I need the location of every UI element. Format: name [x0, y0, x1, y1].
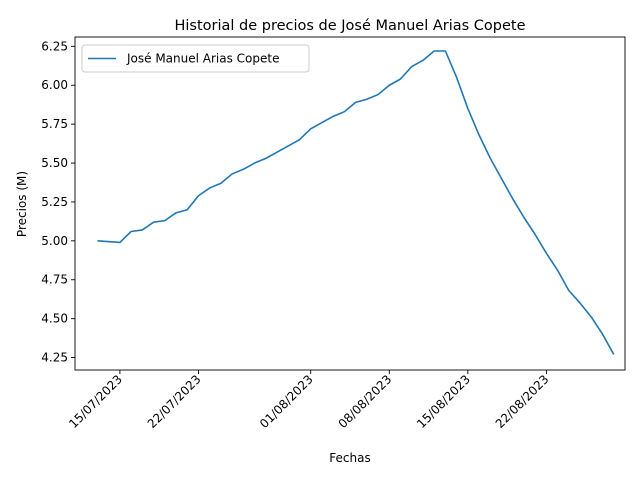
y-tick-label: 5.50 [41, 156, 68, 170]
legend-box [81, 44, 310, 73]
chart-title: Historial de precios de José Manuel Aria… [174, 18, 525, 34]
axes-frame [74, 36, 626, 371]
y-tick-label: 4.50 [41, 312, 68, 326]
series-line-0 [97, 50, 615, 355]
x-axis-label: Fechas [329, 451, 370, 465]
legend-label: José Manuel Arias Copete [126, 52, 279, 66]
y-tick-label: 5.25 [41, 195, 68, 209]
y-tick-label: 6.25 [41, 39, 68, 53]
y-tick-label: 6.00 [41, 78, 68, 92]
y-axis-label: Precios (M) [15, 171, 29, 237]
y-tick-label: 5.75 [41, 117, 68, 131]
y-tick-label: 4.25 [41, 351, 68, 365]
y-tick-label: 4.75 [41, 273, 68, 287]
y-tick-label: 5.00 [41, 234, 68, 248]
